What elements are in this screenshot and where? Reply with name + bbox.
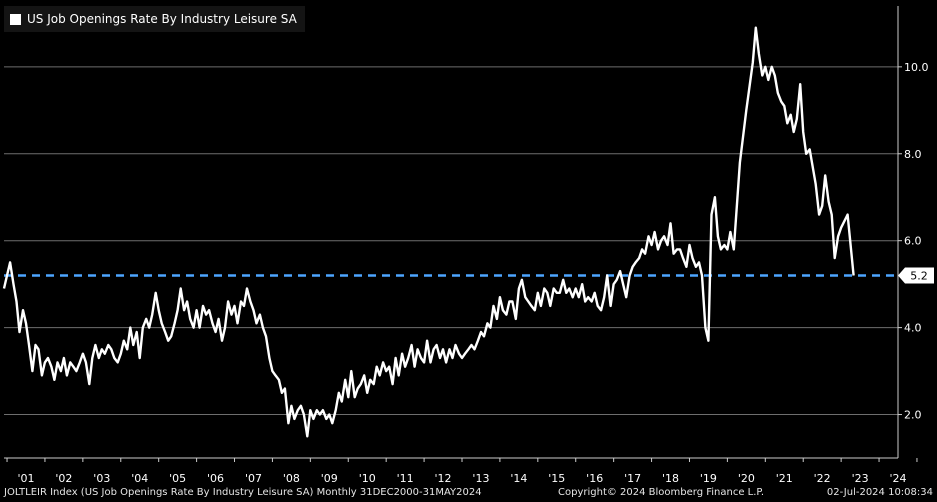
reference-marker (898, 267, 934, 284)
gridlines (4, 66, 898, 416)
x-tick-label: '13 (472, 472, 489, 485)
series-group (2, 26, 855, 438)
x-tick-label: '14 (510, 472, 527, 485)
x-tick-label: '03 (93, 472, 110, 485)
series-line (2, 26, 855, 438)
reference-line-group: 5.2 (4, 267, 934, 284)
x-tick-label: '24 (889, 472, 906, 485)
footer-series-info: JOLTLEIR Index (US Job Openings Rate By … (4, 487, 482, 498)
y-axis: 2.0 4.0 6.0 8.0 10.0 (897, 6, 929, 458)
y-tick-label: 6.0 (904, 235, 922, 248)
legend-swatch (10, 13, 21, 25)
x-tick-label: '10 (359, 472, 376, 485)
x-tick-label: '05 (169, 472, 186, 485)
x-tick-label: '04 (131, 472, 148, 485)
x-axis: '01 '02 '03 '04 '05 '06 '07 '08 '09 '10 '11 '12 '13 '… (4, 457, 918, 485)
x-tick-label: '08 (283, 472, 300, 485)
x-tick-label: '19 (700, 472, 717, 485)
x-tick-label: '18 (662, 472, 679, 485)
x-tick-label: '17 (624, 472, 641, 485)
x-tick-label: '02 (55, 472, 72, 485)
x-tick-label: '16 (586, 472, 603, 485)
chart-legend: US Job Openings Rate By Industry Leisure… (4, 6, 305, 32)
x-tick-label: '15 (548, 472, 565, 485)
y-tick-label: 4.0 (904, 322, 922, 335)
x-tick-label: '06 (207, 472, 224, 485)
x-tick-label: '22 (814, 472, 831, 485)
x-tick-label: '20 (738, 472, 755, 485)
x-tick-label: '12 (435, 472, 452, 485)
x-tick-label: '01 (17, 472, 34, 485)
y-tick-label: 10.0 (904, 61, 929, 74)
x-tick-label: '07 (245, 472, 262, 485)
x-tick-label: '11 (397, 472, 414, 485)
x-tick-label: '23 (852, 472, 869, 485)
x-tick-label: '09 (321, 472, 338, 485)
footer-copyright: Copyright© 2024 Bloomberg Finance L.P. (558, 487, 765, 498)
reference-value-label: 5.2 (910, 269, 928, 282)
footer-timestamp: 02-Jul-2024 10:08:34 (826, 487, 933, 498)
x-tick-label: '21 (776, 472, 793, 485)
y-tick-label: 8.0 (904, 148, 922, 161)
chart-title: US Job Openings Rate By Industry Leisure… (27, 12, 297, 26)
y-tick-label: 2.0 (904, 409, 922, 422)
